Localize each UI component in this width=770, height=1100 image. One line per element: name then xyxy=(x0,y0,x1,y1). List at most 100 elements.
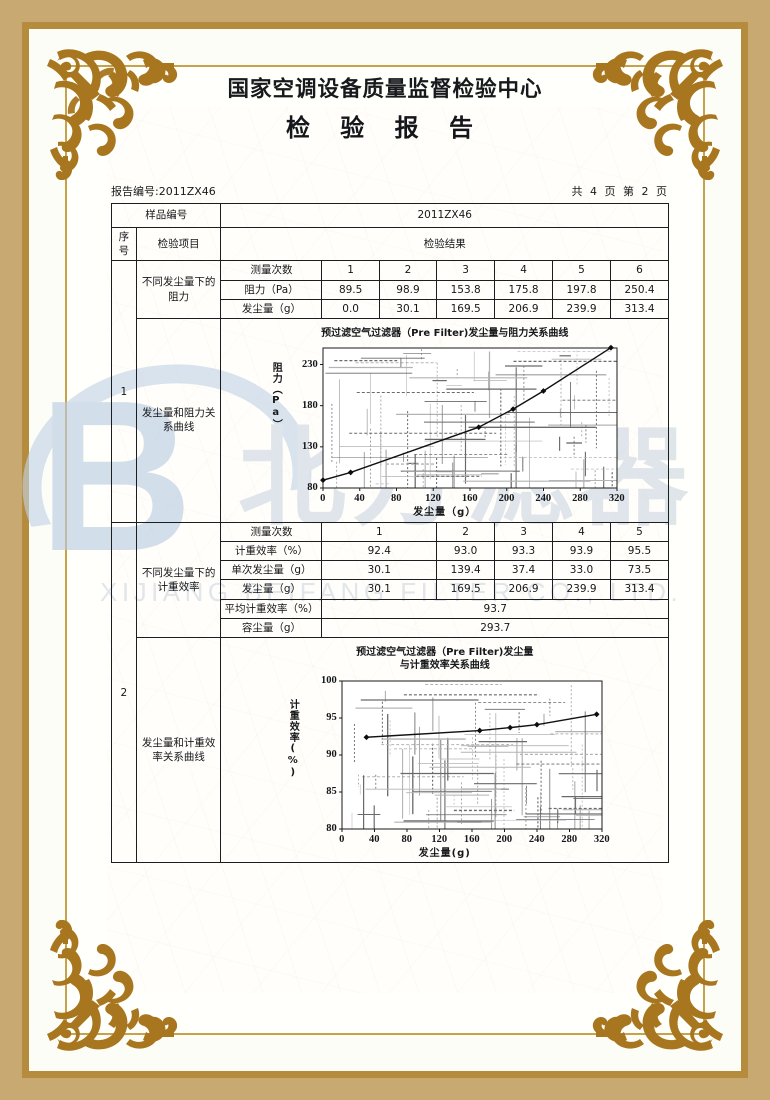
report-number-value: 2011ZX46 xyxy=(158,185,216,198)
s2-row-label-dust: 发尘量（g） xyxy=(220,579,323,600)
chart-xtick: 240 xyxy=(528,833,545,845)
chart-ylabel: 计重效率(%) xyxy=(287,698,299,779)
s2-eff-2: 93.0 xyxy=(436,541,496,562)
section2-index: 2 xyxy=(111,521,137,864)
chart-2-title-line1: 预过滤空气过滤器（Pre Filter)发尘量 xyxy=(356,646,534,658)
s1-count-2: 2 xyxy=(378,260,438,281)
report-number-label: 报告编号: xyxy=(111,185,159,198)
s2-single-1: 30.1 xyxy=(321,560,438,581)
s2-count-4: 4 xyxy=(552,521,611,543)
table-row-s2-efficiency: 计重效率（%） 92.4 93.0 93.3 93.9 95.5 xyxy=(112,541,670,562)
sample-no-label: 样品编号 xyxy=(110,203,222,228)
s1-resistance-4: 175.8 xyxy=(494,279,554,300)
chart-ytick: 85 xyxy=(326,785,337,797)
table-row-s1-counts: 1 不同发尘量下的阻力 测量次数 1 2 3 4 5 6 xyxy=(111,260,670,523)
chart-xtick: 160 xyxy=(463,833,480,845)
table-row-s2-capacity: 容尘量（g） 293.7 xyxy=(112,617,669,638)
s2-single-5: 73.5 xyxy=(609,560,670,581)
chart-ytick: 230 xyxy=(301,358,318,370)
s1-dust-3: 169.5 xyxy=(436,298,496,319)
organization-title: 国家空调设备质量监督检验中心 xyxy=(227,77,543,102)
s2-row-label-cap: 容尘量（g） xyxy=(220,617,323,638)
chart-1: 预过滤空气过滤器（Pre Filter)发尘量与阻力关系曲线 80 130 180 2… xyxy=(224,321,665,520)
section1-item: 发尘量和阻力关系曲线 xyxy=(135,317,222,523)
chart-ytick: 80 xyxy=(307,482,318,494)
section1-index: 1 xyxy=(111,260,137,523)
s2-single-4: 33.0 xyxy=(552,560,611,581)
table-row-s1-dust: 发尘量（g） 0.0 30.1 169.5 206.9 239.9 313.4 xyxy=(112,298,670,319)
s1-row-label-count: 测量次数 xyxy=(220,260,323,281)
chart-xtick: 200 xyxy=(496,833,513,845)
s1-resistance-5: 197.8 xyxy=(552,279,611,300)
inspection-result-table: 样品编号 2011ZX46 序号 检验项目 检验结果 1 不同发尘量下的阻力 测… xyxy=(110,203,670,864)
s2-cap-value: 293.7 xyxy=(321,617,669,638)
chart-2-xlabel: 发尘量(g) xyxy=(418,847,471,859)
s1-dust-6: 313.4 xyxy=(609,298,670,319)
s1-resistance-3: 153.8 xyxy=(436,279,496,300)
s1-dust-4: 206.9 xyxy=(494,298,554,319)
s1-resistance-1: 89.5 xyxy=(321,279,380,300)
table-row-s1-resistance: 阻力（Pa） 89.5 98.9 153.8 175.8 197.8 250.4 xyxy=(112,279,670,300)
chart-xtick: 120 xyxy=(425,493,441,505)
s2-eff-1: 92.4 xyxy=(321,541,438,562)
chart-2-title: 预过滤空气过滤器（Pre Filter)发尘量 与计重效率关系曲线 xyxy=(224,640,665,673)
s1-resistance-2: 98.9 xyxy=(378,279,438,300)
chart-xtick: 40 xyxy=(354,493,365,505)
chart-xtick: 80 xyxy=(390,493,402,505)
chart-1-cell: 预过滤空气过滤器（Pre Filter)发尘量与阻力关系曲线 80 130 180 2… xyxy=(220,317,669,523)
s2-single-3: 37.4 xyxy=(494,560,554,581)
s2-count-5: 5 xyxy=(609,521,670,543)
table-row-s2-counts: 2 不同发尘量下的计重效率 测量次数 1 2 3 4 5 xyxy=(111,521,670,864)
report-meta-row: 报告编号:2011ZX46 共 4 页 第 2 页 xyxy=(111,183,669,199)
chart-xtick: 280 xyxy=(561,833,578,845)
s1-count-3: 3 xyxy=(436,260,496,281)
chart-ylabel: 阻力（Pa） xyxy=(270,362,282,431)
chart-xtick: 160 xyxy=(461,493,478,505)
s2-dust-2: 169.5 xyxy=(436,579,496,600)
s2-avg-value: 93.7 xyxy=(321,598,669,619)
section1-sub-item: 不同发尘量下的阻力 xyxy=(135,260,222,319)
s2-dust-4: 239.9 xyxy=(552,579,611,600)
page-title: 检 验 报 告 xyxy=(285,114,485,142)
col-header-item: 检验项目 xyxy=(135,226,222,262)
chart-2-plot: 80 85 90 95 100 0 40 80 120 160 200 240 280 320 计重效率(%… xyxy=(280,674,610,845)
chart-ytick: 100 xyxy=(320,674,337,686)
s1-row-label-dust: 发尘量（g） xyxy=(220,298,323,319)
col-header-result: 检验结果 xyxy=(220,226,669,262)
s1-count-1: 1 xyxy=(321,260,380,281)
s2-count-2: 2 xyxy=(436,521,496,543)
chart-xtick: 240 xyxy=(535,493,552,505)
s2-row-label-count: 测量次数 xyxy=(220,521,323,543)
s1-dust-5: 239.9 xyxy=(552,298,611,319)
table-row-s2-single-dust: 单次发尘量（g） 30.1 139.4 37.4 33.0 73.5 xyxy=(112,560,670,581)
chart-1-plot: 80 130 180 230 0 40 80 120 160 200 240 280 320 阻力（Pa） xyxy=(265,344,625,504)
s2-row-label-eff: 计重效率（%） xyxy=(220,541,323,562)
table-row-header: 序号 检验项目 检验结果 xyxy=(111,226,669,262)
section2-item: 发尘量和计重效率关系曲线 xyxy=(135,636,222,864)
s2-eff-5: 95.5 xyxy=(609,541,670,562)
s1-dust-2: 30.1 xyxy=(378,298,438,319)
chart-xtick: 200 xyxy=(498,493,515,505)
chart-xtick: 280 xyxy=(572,493,588,505)
chart-ytick: 80 xyxy=(326,822,337,834)
table-row-s2-avg: 平均计重效率（%） 93.7 xyxy=(112,598,669,619)
table-row-s1-chart: 发尘量和阻力关系曲线 预过滤空气过滤器（Pre Filter)发尘量与阻力关系曲… xyxy=(112,317,669,523)
col-header-index: 序号 xyxy=(111,226,137,262)
chart-1-xlabel: 发尘量（g） xyxy=(413,507,477,519)
chart-ytick: 90 xyxy=(326,748,337,760)
chart-2-cell: 预过滤空气过滤器（Pre Filter)发尘量 与计重效率关系曲线 80 85 90… xyxy=(220,636,669,864)
chart-xtick: 120 xyxy=(431,833,448,845)
report-number: 报告编号:2011ZX46 xyxy=(111,183,216,199)
chart-2-title-line2: 与计重效率关系曲线 xyxy=(399,660,490,672)
s1-count-5: 5 xyxy=(552,260,611,281)
s2-dust-3: 206.9 xyxy=(494,579,554,600)
chart-ytick: 95 xyxy=(326,711,337,723)
chart-xtick: 320 xyxy=(608,493,625,505)
sample-no-value: 2011ZX46 xyxy=(220,203,669,228)
s2-single-2: 139.4 xyxy=(436,560,496,581)
s2-dust-1: 30.1 xyxy=(321,579,438,600)
page-indicator: 共 4 页 第 2 页 xyxy=(571,185,669,198)
s2-eff-4: 93.9 xyxy=(552,541,611,562)
chart-1-title: 预过滤空气过滤器（Pre Filter)发尘量与阻力关系曲线 xyxy=(321,327,569,339)
